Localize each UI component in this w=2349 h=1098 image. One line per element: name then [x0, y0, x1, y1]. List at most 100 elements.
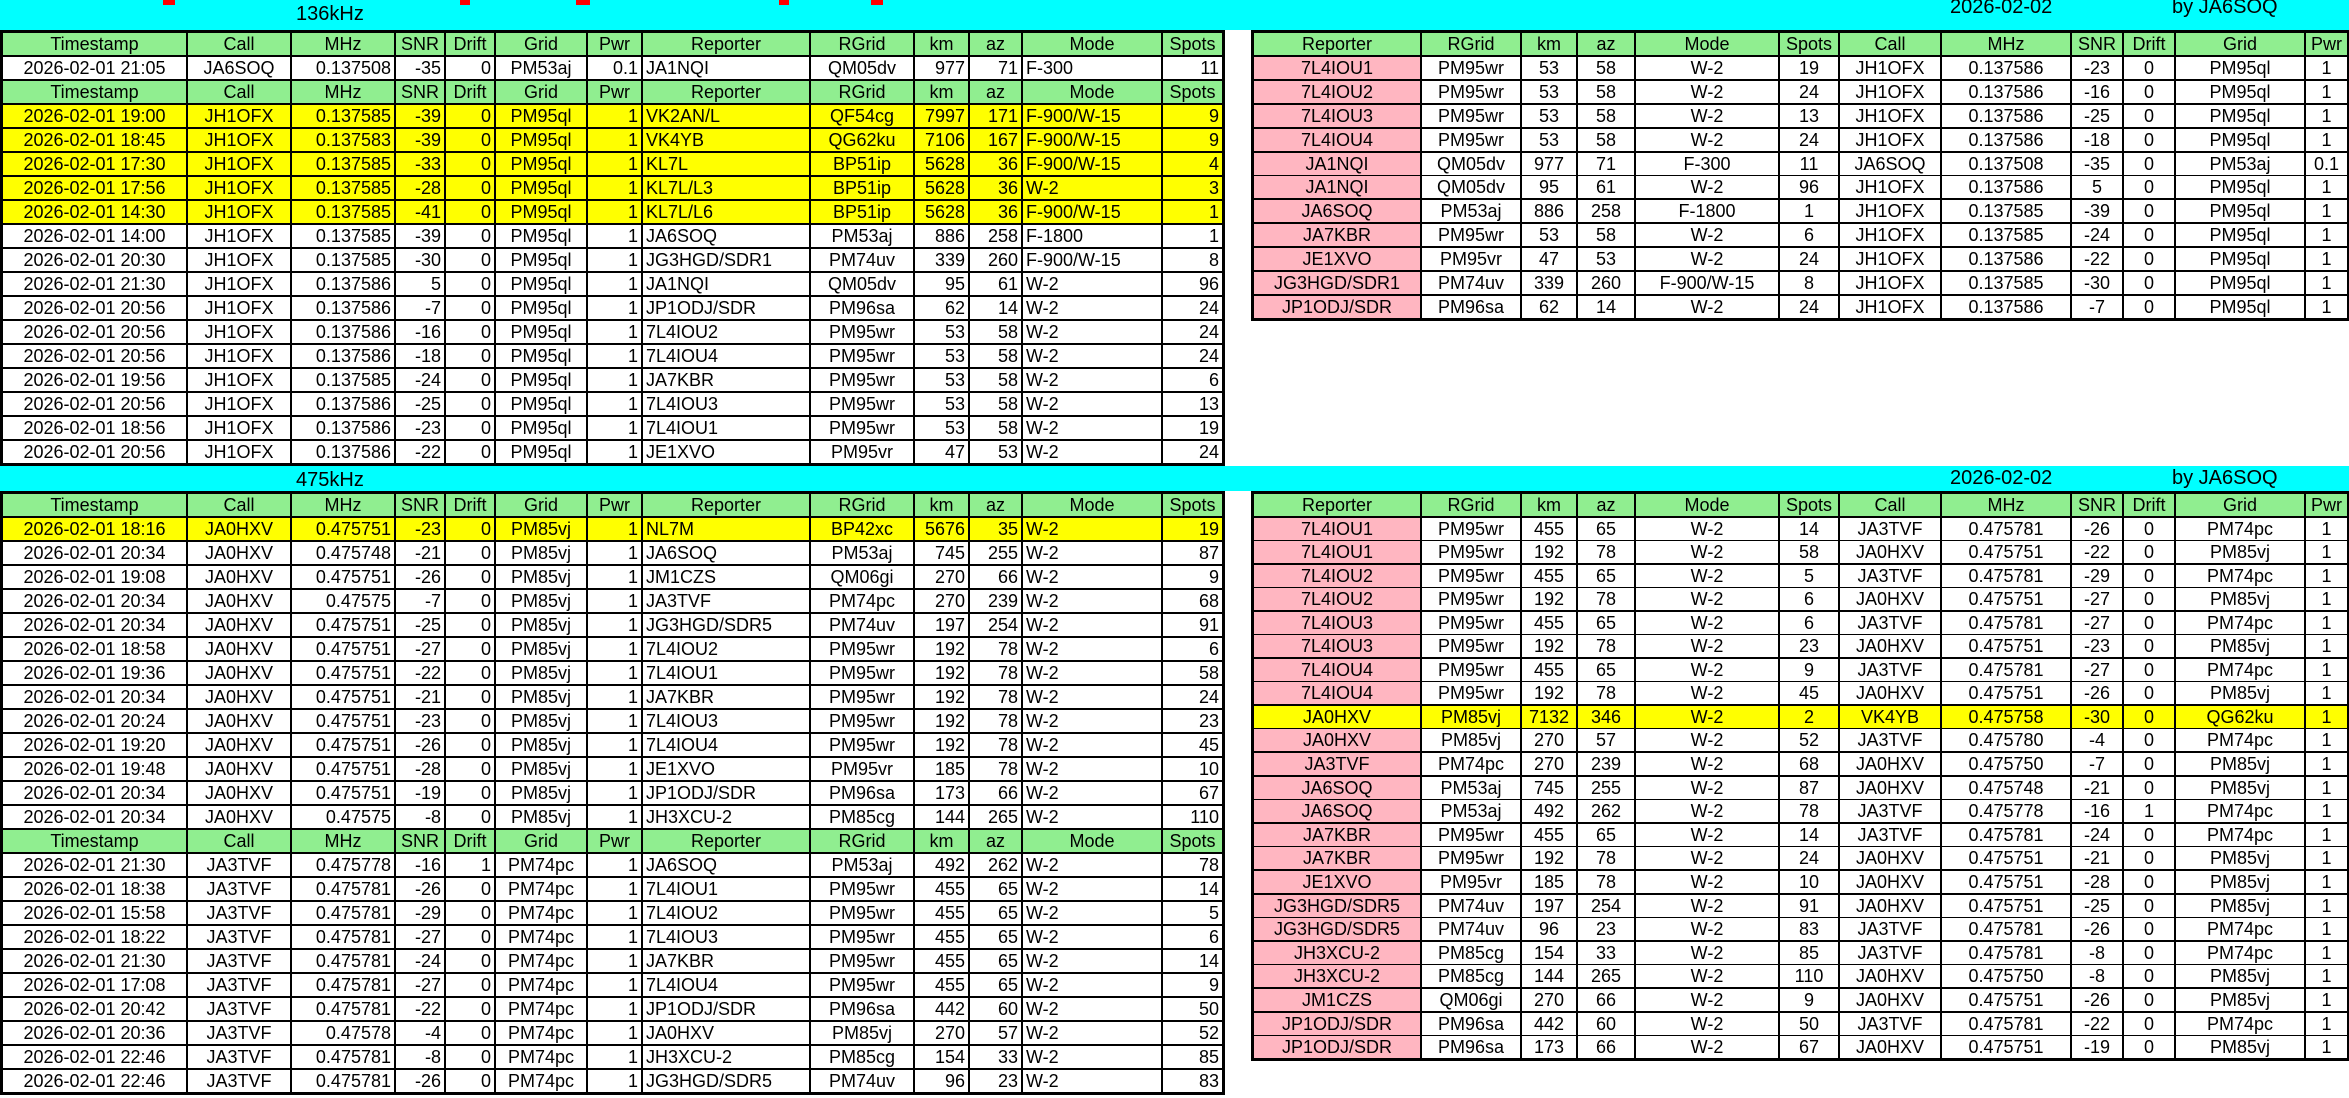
cell: PM95ql [2176, 272, 2306, 296]
cell: 2026-02-01 20:34 [3, 806, 188, 830]
cell: W-2 [1023, 369, 1163, 393]
cell: JA0HXV [1840, 777, 1942, 800]
cell: 36 [970, 153, 1023, 177]
cell: 2026-02-01 17:08 [3, 974, 188, 998]
cell: W-2 [1636, 129, 1780, 153]
cell: 2026-02-01 20:34 [3, 614, 188, 638]
cell: 1 [2306, 895, 2349, 918]
cell: 346 [1578, 706, 1636, 729]
cell: 58 [1578, 81, 1636, 105]
cell: 2026-02-01 20:24 [3, 710, 188, 734]
cell: PM74uv [811, 1070, 915, 1095]
column-header-az: az [970, 494, 1023, 518]
column-header-snr: SNR [2072, 33, 2124, 57]
cell: W-2 [1023, 878, 1163, 902]
cell: 171 [970, 105, 1023, 129]
cell: 1 [588, 201, 643, 225]
cell: 0 [446, 734, 496, 758]
cell: F-1800 [1636, 200, 1780, 224]
cell: 185 [915, 758, 970, 782]
cell: 270 [1522, 989, 1578, 1013]
cell: PM85vj [811, 1022, 915, 1046]
cell: -29 [396, 902, 446, 926]
cell: 5 [1163, 902, 1225, 926]
cell: PM95wr [811, 878, 915, 902]
cell: 1 [2306, 800, 2349, 824]
cell: 0 [2124, 248, 2176, 272]
cell: JA3TVF [1840, 612, 1942, 635]
column-header-spots: Spots [1163, 33, 1225, 57]
column-header-mhz: MHz [1942, 33, 2072, 57]
cell: 0 [446, 1070, 496, 1095]
cell: 7106 [915, 129, 970, 153]
cell: PM95ql [496, 201, 588, 225]
cell: -8 [2072, 942, 2124, 965]
cell: PM74pc [811, 590, 915, 614]
cell: 1 [588, 926, 643, 950]
cell: 0.137586 [292, 441, 396, 466]
cell: 1 [588, 758, 643, 782]
cell: W-2 [1023, 854, 1163, 878]
cell: PM74pc [2176, 1013, 2306, 1036]
cell: 14 [1578, 296, 1636, 321]
cell: 0.137586 [292, 393, 396, 417]
cell: PM85vj [496, 686, 588, 710]
cell: JH1OFX [188, 225, 292, 249]
cell: PM96sa [811, 782, 915, 806]
cell: 0 [446, 998, 496, 1022]
cell: 1 [588, 249, 643, 273]
cell: F-900/W-15 [1023, 249, 1163, 273]
cell: 0.475751 [1942, 635, 2072, 659]
cell: -21 [396, 686, 446, 710]
cell: 0.475781 [292, 998, 396, 1022]
cell: PM74uv [811, 249, 915, 273]
cell: JH1OFX [1840, 129, 1942, 153]
cell: 2026-02-01 20:34 [3, 686, 188, 710]
cell: 0 [2124, 565, 2176, 588]
cell: 58 [1578, 129, 1636, 153]
cell: 0.475751 [1942, 871, 2072, 895]
cell: 67 [1780, 1036, 1840, 1061]
cell: 5 [396, 273, 446, 297]
cell: JA3TVF [188, 902, 292, 926]
cell: 0.137586 [292, 345, 396, 369]
cell: 1 [588, 369, 643, 393]
cell: 2026-02-01 20:56 [3, 345, 188, 369]
table-row: JP1ODJ/SDR PM96sa 173 66 W-2 67 JA0HXV 0.475751… [1254, 1036, 2349, 1061]
cell: 0.475781 [1942, 824, 2072, 847]
cell: 0 [446, 417, 496, 441]
cell: 7L4IOU4 [643, 974, 811, 998]
cell: 1 [588, 1070, 643, 1095]
cell: W-2 [1636, 224, 1780, 248]
cell: 7L4IOU2 [643, 902, 811, 926]
cell: PM95ql [2176, 200, 2306, 224]
column-header-call: Call [1840, 494, 1942, 518]
cell: 7L4IOU1 [1254, 518, 1422, 541]
cell: W-2 [1636, 847, 1780, 871]
cell: -23 [396, 710, 446, 734]
cell: 65 [1578, 565, 1636, 588]
cell: JA3TVF [188, 950, 292, 974]
cell: JH1OFX [1840, 105, 1942, 129]
column-header-grid: Grid [496, 33, 588, 57]
cell: -27 [396, 974, 446, 998]
cell: 7L4IOU2 [643, 321, 811, 345]
cell: W-2 [1023, 417, 1163, 441]
cell: -21 [2072, 777, 2124, 800]
cell: 57 [970, 1022, 1023, 1046]
cell: 1 [2306, 777, 2349, 800]
cell: W-2 [1636, 871, 1780, 895]
cell: JA7KBR [643, 369, 811, 393]
cell: 78 [1163, 854, 1225, 878]
cell: W-2 [1023, 542, 1163, 566]
cell: JH1OFX [188, 417, 292, 441]
cell: 2026-02-01 17:56 [3, 177, 188, 201]
table-row: 2026-02-01 20:34 JA0HXV 0.475751 -25 0 PM85vj… [3, 614, 1225, 638]
cell: 1 [588, 1022, 643, 1046]
cell: 0.475751 [1942, 895, 2072, 918]
cell: 0.475751 [292, 758, 396, 782]
cell: 0.137585 [292, 225, 396, 249]
cell: -26 [2072, 989, 2124, 1013]
cell: 7L4IOU2 [1254, 588, 1422, 612]
cell: 2026-02-01 20:42 [3, 998, 188, 1022]
